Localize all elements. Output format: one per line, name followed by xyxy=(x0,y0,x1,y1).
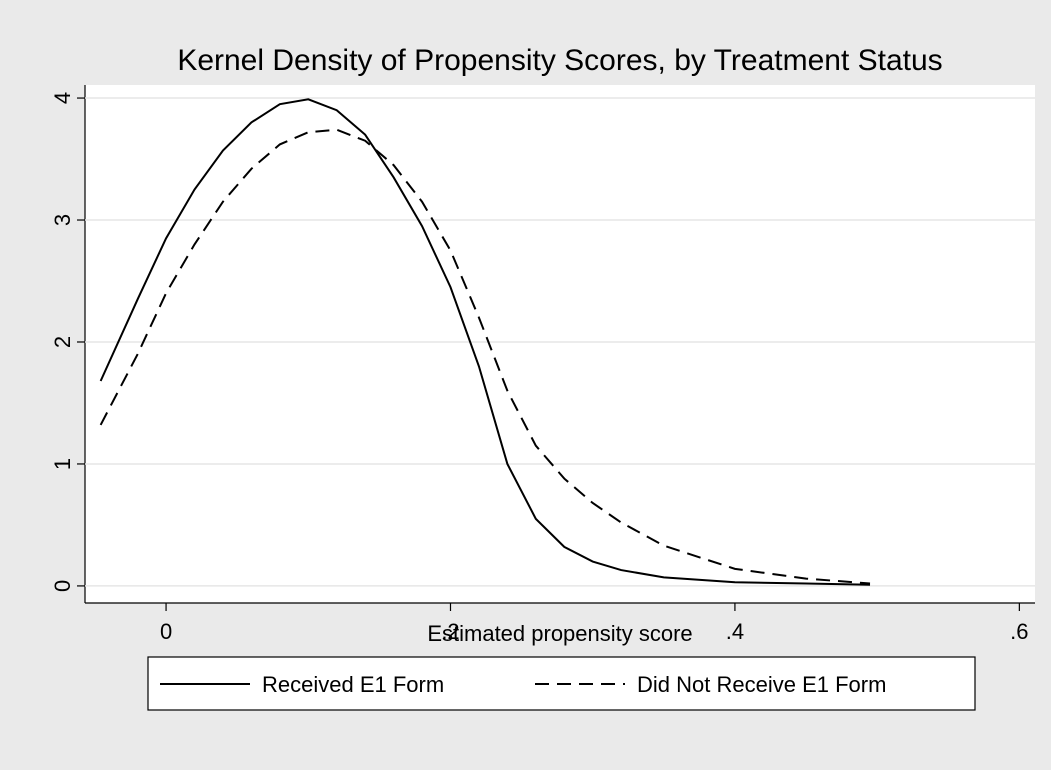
x-tick-label: .2 xyxy=(441,619,459,644)
y-tick-label: 1 xyxy=(50,458,75,470)
legend-label: Received E1 Form xyxy=(262,672,444,697)
y-tick-label: 3 xyxy=(50,214,75,226)
chart-title: Kernel Density of Propensity Scores, by … xyxy=(177,44,942,77)
y-tick-label: 2 xyxy=(50,336,75,348)
y-tick-label: 0 xyxy=(50,580,75,592)
legend-label: Did Not Receive E1 Form xyxy=(637,672,886,697)
line-series xyxy=(99,98,871,586)
line-series xyxy=(99,128,871,585)
x-axis-label: Estimated propensity score xyxy=(427,621,692,646)
x-tick-label: .6 xyxy=(1010,619,1028,644)
x-tick-label: 0 xyxy=(160,619,172,644)
x-tick-label: .4 xyxy=(726,619,744,644)
plot-area xyxy=(85,85,1035,603)
y-tick-label: 4 xyxy=(50,92,75,104)
